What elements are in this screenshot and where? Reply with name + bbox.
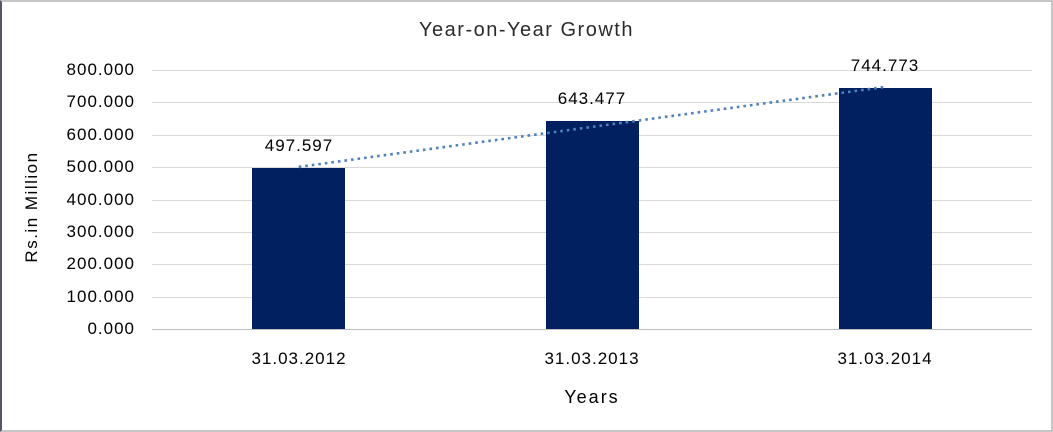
- y-axis-tick-label: 700.000: [66, 92, 135, 111]
- x-axis-tick-label: 31.03.2014: [837, 349, 933, 368]
- x-axis-tick-label: 31.03.2012: [251, 349, 347, 368]
- y-axis-tick-label: 500.000: [66, 157, 135, 176]
- chart-title: Year-on-Year Growth: [419, 19, 634, 41]
- bar: [839, 88, 932, 329]
- bar-data-label: 744.773: [850, 56, 920, 75]
- bar: [252, 168, 345, 329]
- x-axis-tick-label: 31.03.2013: [544, 349, 640, 368]
- y-axis-tick-label: 0.000: [87, 319, 135, 338]
- y-axis-tick-label: 400.000: [66, 190, 135, 209]
- y-gridline: [152, 70, 1032, 71]
- bar-data-label: 643.477: [557, 89, 627, 108]
- bar: [546, 121, 639, 329]
- x-axis-title: Years: [564, 387, 620, 407]
- bar-data-label: 497.597: [264, 136, 334, 155]
- x-axis-line: [152, 329, 1032, 330]
- y-axis-tick-label: 800.000: [66, 60, 135, 79]
- y-axis-tick-label: 200.000: [66, 254, 135, 273]
- y-axis-tick-label: 600.000: [66, 125, 135, 144]
- y-axis-tick-label: 300.000: [66, 222, 135, 241]
- y-axis-tick-label: 100.000: [66, 287, 135, 306]
